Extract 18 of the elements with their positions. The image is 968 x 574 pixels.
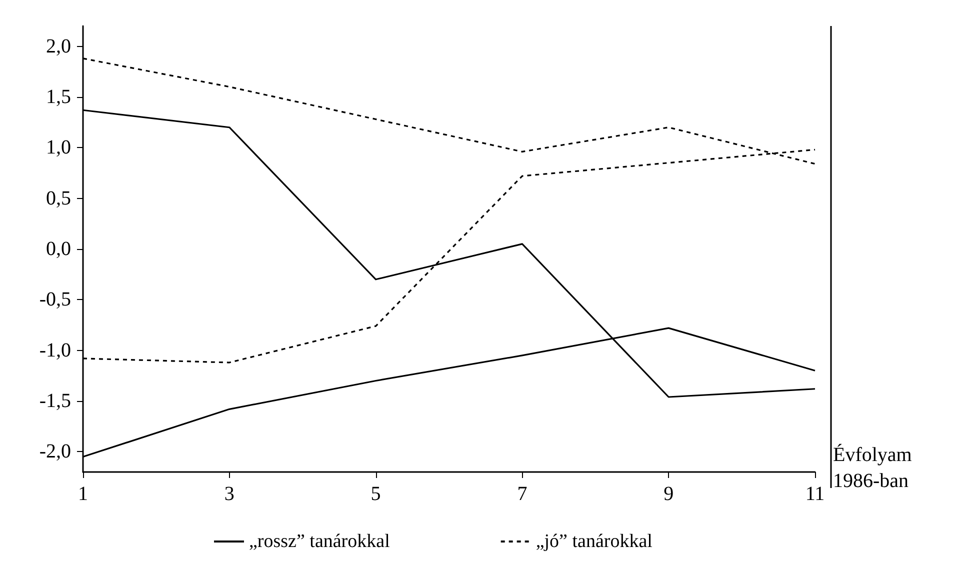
y-tick-label: 1,0 (46, 136, 71, 159)
x-tick-label: 9 (664, 483, 674, 505)
y-tick-label: -0,5 (39, 288, 71, 311)
y-tick-label: -1,0 (39, 339, 71, 362)
x-tick-label: 5 (370, 483, 381, 505)
y-tick-label: 2,0 (46, 35, 71, 58)
legend-label: „rossz” tanárokkal (249, 531, 390, 552)
y-tick-label: -2,0 (39, 440, 71, 463)
x-tick-label: 1 (78, 483, 88, 505)
x-tick-label: 7 (517, 483, 528, 505)
x-tick-label: 11 (805, 483, 825, 505)
y-tick-label: -1,5 (39, 390, 71, 412)
x-tick-label: 3 (224, 483, 234, 505)
legend-label: „jó” tanárokkal (536, 531, 652, 552)
y-tick-label: 0,0 (46, 238, 71, 260)
y-tick-label: 1,5 (46, 86, 71, 108)
x-axis-title: Évfolyam 1986-ban (833, 443, 912, 492)
y-tick-label: 0,5 (46, 187, 71, 210)
